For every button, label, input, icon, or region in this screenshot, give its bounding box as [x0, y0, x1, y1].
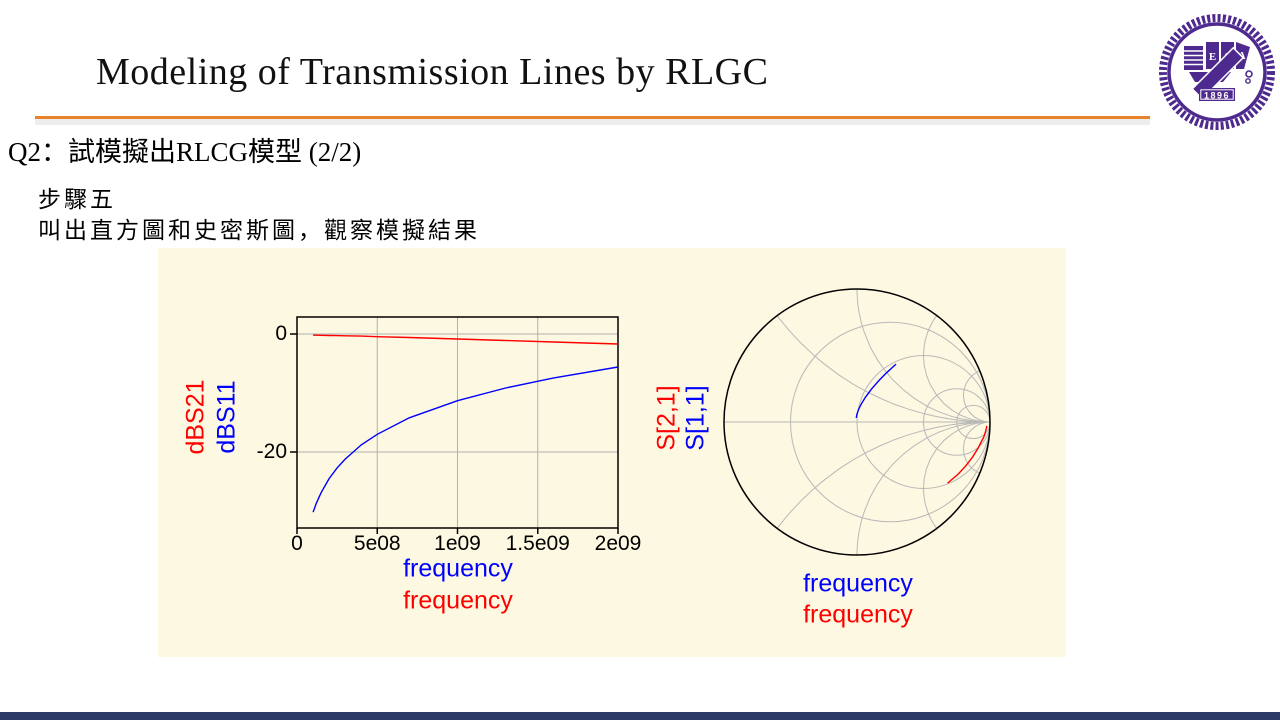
logo-letter-e: E	[1209, 51, 1216, 63]
smith-label-s21: S[2,1]	[652, 385, 681, 451]
x-axis-label-frequency-blue: frequency	[403, 554, 513, 583]
smith-x-arc	[922, 421, 988, 529]
smith-label-s11: S[1,1]	[681, 385, 710, 451]
title-rule	[35, 116, 1150, 119]
smith-x-arc	[962, 421, 988, 474]
smith-x-arc	[856, 421, 988, 555]
charts-canvas	[290, 288, 991, 556]
x-axis-label-frequency-red: frequency	[403, 586, 513, 615]
logo-gear-teeth	[1159, 14, 1275, 130]
question-heading: Q2：試模擬出RLCG模型 (2/2)	[8, 137, 362, 167]
smith-x-arc	[922, 315, 988, 423]
smith-outer-circle	[723, 288, 991, 556]
y-tick-label: -20	[256, 440, 287, 463]
title-rule-shadow	[35, 119, 1150, 125]
x-tick-label: 0	[291, 532, 303, 555]
y-axis-label-dbs21: dBS21	[181, 379, 210, 455]
y-axis-label-dbs11: dBS11	[212, 380, 241, 454]
page-title: Modeling of Transmission Lines by RLGC	[96, 51, 769, 93]
smith-x-arc	[856, 289, 988, 423]
trace-s11	[855, 363, 897, 418]
step-description: 叫出直方圖和史密斯圖，觀察模擬結果	[38, 218, 480, 243]
smith-x-arc	[776, 315, 988, 423]
results-panel: dBS21 dBS11 frequency frequency S[2,1] S…	[158, 248, 1066, 657]
footer-bar	[0, 712, 1280, 720]
curve-dbs21	[313, 334, 619, 345]
smith-frequency-blue: frequency	[803, 569, 913, 598]
x-tick-label: 2e09	[594, 532, 642, 555]
curve-dbs11	[312, 366, 619, 513]
x-tick-label: 5e08	[353, 532, 401, 555]
smith-x-arc	[776, 421, 988, 529]
university-logo: E S A 1896	[1159, 14, 1275, 130]
x-tick-label: 1.5e09	[505, 532, 570, 555]
trace-s21	[947, 425, 988, 484]
smith-frequency-red: frequency	[803, 600, 913, 629]
logo-year: 1896	[1204, 91, 1230, 101]
smith-x-arc	[962, 370, 988, 423]
logo-emblem: E S A 1896	[1184, 42, 1253, 101]
step-title: 步驟五	[38, 187, 116, 212]
x-tick-label: 1e09	[434, 532, 481, 555]
y-tick-label: 0	[275, 322, 287, 345]
